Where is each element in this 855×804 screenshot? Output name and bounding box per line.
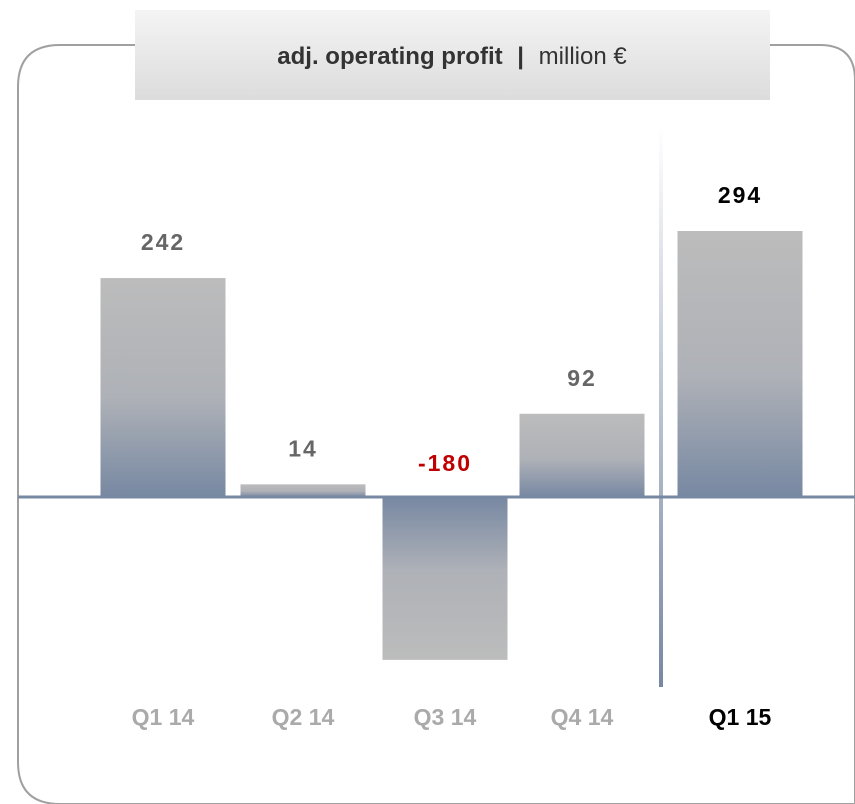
- x-tick-label: Q4 14: [551, 704, 614, 730]
- x-tick-label: Q1 15: [709, 704, 772, 730]
- title-separator: |: [517, 43, 524, 70]
- bar: [677, 231, 803, 497]
- title-main: adj. operating profit: [277, 43, 502, 70]
- chart-title: adj. operating profit | million €: [277, 43, 627, 70]
- bar: [240, 484, 366, 497]
- value-label: -180: [418, 450, 472, 476]
- title-unit: million €: [539, 43, 628, 70]
- x-tick-label: Q3 14: [414, 704, 477, 730]
- value-label: 294: [718, 182, 762, 208]
- title-box: [135, 10, 770, 100]
- value-label: 92: [567, 365, 597, 391]
- bar: [382, 497, 508, 660]
- bar: [519, 413, 645, 497]
- x-tick-label: Q2 14: [272, 704, 335, 730]
- bars: [100, 231, 803, 660]
- x-tick-label: Q1 14: [132, 704, 195, 730]
- bar: [100, 278, 226, 497]
- value-label: 242: [141, 229, 185, 255]
- separator-line: [659, 125, 663, 687]
- value-label: 14: [288, 435, 318, 461]
